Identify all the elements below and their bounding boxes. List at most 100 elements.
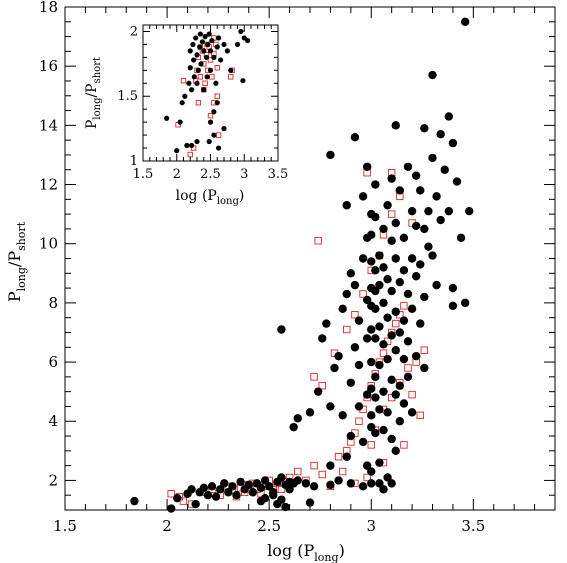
- filled-circle-point: [420, 124, 429, 133]
- filled-circle-point: [330, 363, 339, 373]
- filled-circle-point: [367, 325, 376, 334]
- filled-circle-point: [367, 479, 376, 488]
- filled-circle-point: [197, 44, 203, 50]
- open-square-point: [228, 74, 234, 80]
- y-tick-label: 12: [39, 176, 58, 194]
- filled-circle-point: [354, 316, 364, 325]
- filled-circle-point: [350, 343, 360, 352]
- filled-circle-point: [379, 224, 388, 234]
- filled-circle-point: [221, 41, 227, 48]
- filled-circle-point: [214, 100, 220, 106]
- filled-circle-point: [399, 354, 409, 364]
- filled-circle-point: [371, 334, 380, 343]
- x-tick-label: 3.5: [268, 167, 289, 182]
- filled-circle-point: [194, 138, 200, 145]
- open-square-point: [420, 346, 429, 354]
- filled-circle-point: [367, 422, 376, 432]
- open-square-point: [310, 461, 318, 470]
- filled-circle-point: [187, 485, 196, 494]
- filled-circle-point: [269, 491, 278, 500]
- filled-circle-point: [211, 492, 221, 501]
- filled-circle-point: [207, 67, 214, 73]
- inset-y-axis-title: Plong/Pshort: [84, 57, 103, 129]
- filled-circle-point: [238, 28, 244, 35]
- filled-circle-point: [177, 119, 183, 125]
- filled-circle-point: [403, 289, 413, 299]
- filled-circle-point: [334, 476, 343, 485]
- filled-circle-point: [440, 165, 449, 174]
- filled-circle-point: [194, 52, 200, 58]
- filled-circle-point: [383, 313, 392, 322]
- filled-circle-point: [387, 479, 396, 488]
- open-square-point: [408, 390, 416, 399]
- filled-circle-point: [371, 180, 380, 189]
- filled-circle-point: [224, 488, 233, 497]
- filled-circle-point: [391, 346, 400, 355]
- open-square-point: [294, 467, 302, 476]
- filled-circle-point: [395, 417, 405, 426]
- filled-circle-point: [387, 375, 396, 385]
- inset-background: [143, 25, 278, 161]
- filled-circle-point: [367, 467, 376, 476]
- filled-circle-point: [358, 254, 368, 263]
- filled-circle-point: [338, 411, 347, 420]
- filled-circle-point: [383, 354, 392, 364]
- open-square-point: [214, 65, 220, 71]
- x-tick-label: 3.5: [461, 517, 485, 535]
- filled-circle-point: [215, 485, 225, 494]
- filled-circle-point: [371, 286, 380, 296]
- filled-circle-point: [293, 414, 302, 423]
- filled-circle-point: [228, 482, 237, 491]
- open-square-point: [314, 237, 322, 245]
- main-plot-points: [130, 17, 474, 513]
- filled-circle-point: [234, 41, 241, 48]
- filled-circle-point: [416, 186, 425, 195]
- open-square-point: [400, 441, 408, 449]
- filled-circle-point: [362, 295, 372, 305]
- filled-circle-point: [326, 402, 335, 411]
- filled-circle-point: [207, 482, 217, 491]
- filled-circle-point: [387, 331, 396, 340]
- filled-circle-point: [407, 206, 417, 216]
- filled-circle-point: [187, 65, 193, 71]
- filled-circle-point: [407, 408, 417, 417]
- filled-circle-point: [309, 482, 319, 491]
- filled-circle-point: [240, 78, 246, 84]
- filled-circle-point: [289, 422, 298, 432]
- filled-circle-point: [375, 322, 384, 331]
- filled-circle-point: [436, 215, 445, 225]
- y-tick-label: 2: [130, 24, 138, 39]
- filled-circle-point: [277, 325, 286, 334]
- filled-circle-point: [379, 340, 388, 349]
- filled-circle-point: [448, 283, 458, 293]
- filled-circle-point: [411, 272, 421, 281]
- x-tick-label: 3: [366, 517, 376, 535]
- open-square-point: [214, 93, 220, 99]
- open-square-point: [416, 411, 424, 420]
- filled-circle-point: [358, 437, 368, 447]
- filled-circle-point: [285, 477, 294, 487]
- filled-circle-point: [184, 142, 190, 149]
- filled-circle-point: [428, 153, 437, 163]
- filled-circle-point: [264, 482, 274, 491]
- filled-circle-point: [346, 269, 356, 278]
- filled-circle-point: [313, 387, 323, 396]
- inset-x-axis-title: log (Plong): [176, 188, 245, 207]
- open-square-point: [334, 453, 343, 461]
- filled-circle-point: [452, 177, 462, 186]
- filled-circle-point: [387, 434, 396, 444]
- filled-circle-point: [420, 224, 429, 234]
- filled-circle-point: [173, 493, 182, 503]
- filled-circle-point: [371, 372, 380, 382]
- filled-circle-point: [367, 384, 376, 393]
- filled-circle-point: [362, 334, 372, 343]
- filled-circle-point: [399, 399, 409, 408]
- filled-circle-point: [448, 138, 458, 148]
- filled-circle-point: [371, 393, 380, 402]
- filled-circle-point: [379, 387, 388, 396]
- filled-circle-point: [350, 132, 360, 142]
- filled-circle-point: [164, 115, 170, 121]
- filled-circle-point: [358, 192, 368, 201]
- filled-circle-point: [456, 233, 466, 242]
